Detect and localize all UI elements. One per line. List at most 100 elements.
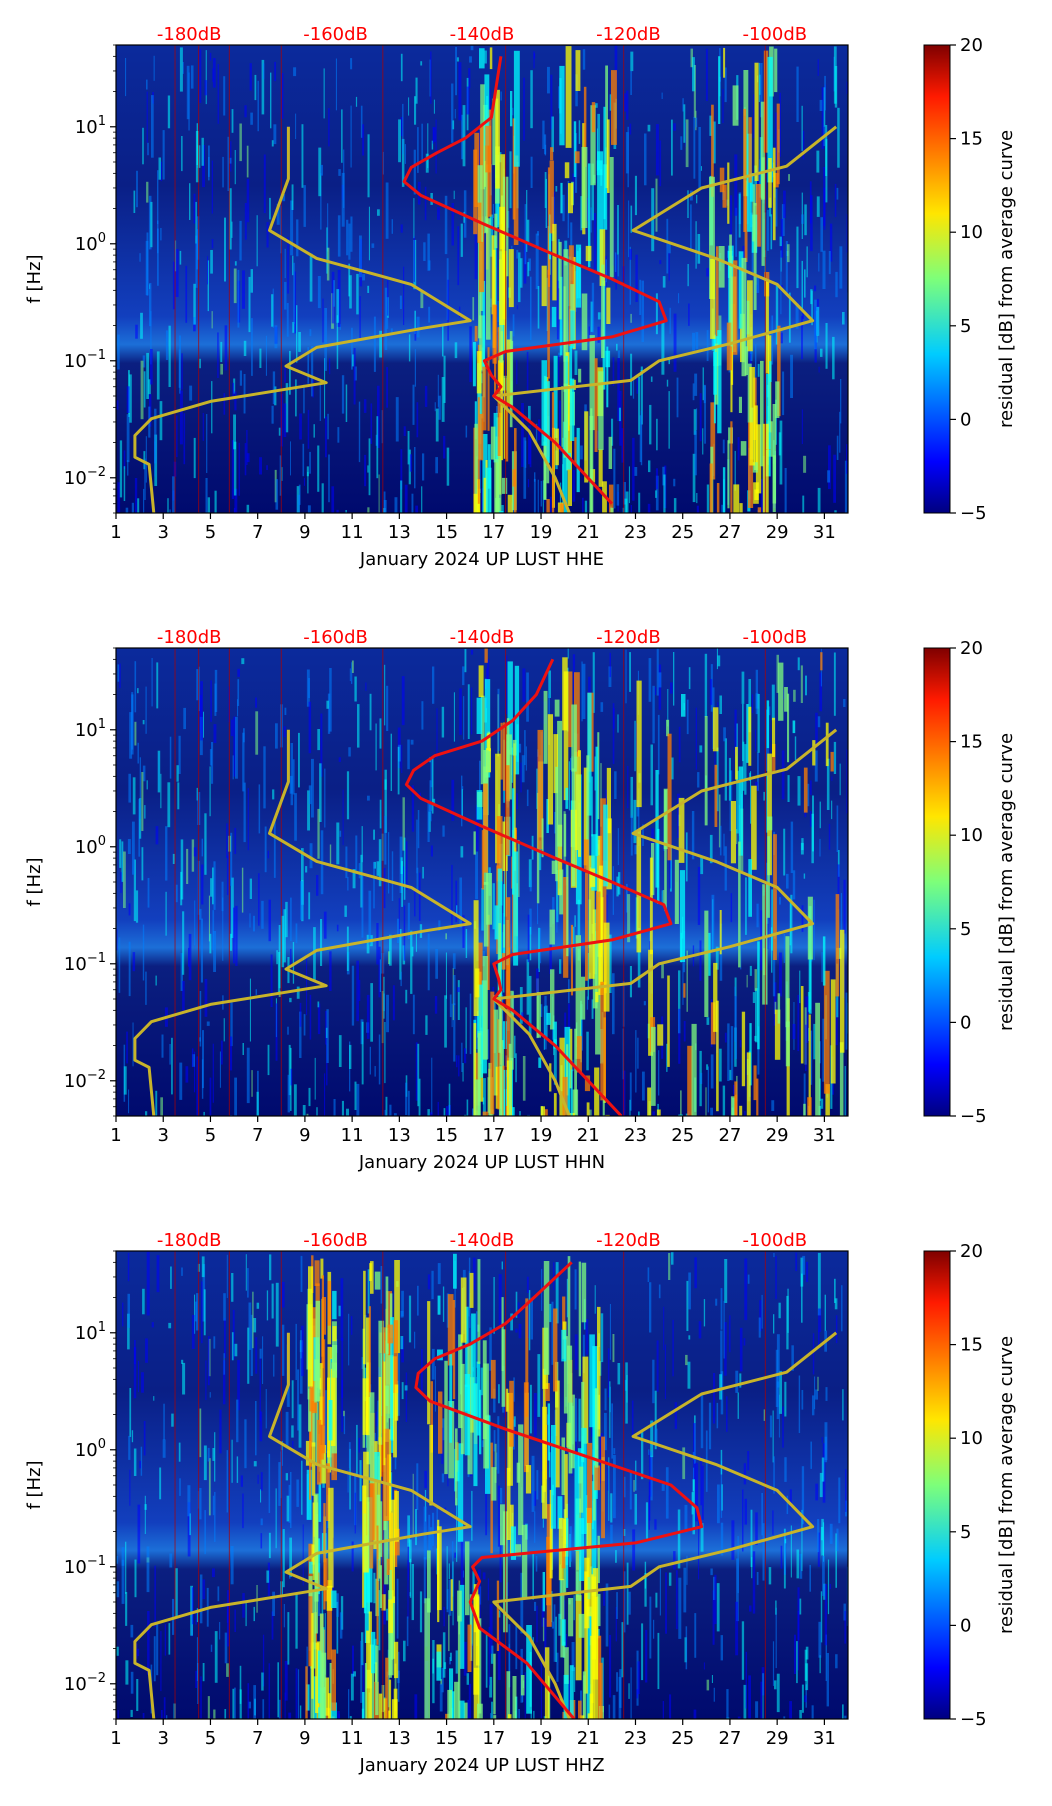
noise-model-low-curve (133, 1332, 472, 1719)
colorbar (923, 1250, 951, 1720)
y-axis-label: f [Hz] (24, 254, 45, 303)
x-tick-label: 27 (718, 1125, 741, 1146)
x-tick-label: 9 (299, 1125, 310, 1146)
colorbar-tick-label: 5 (960, 919, 971, 940)
y-tick-label: 101 (75, 114, 106, 138)
average-curve (404, 658, 673, 1116)
x-tick-label: 21 (577, 1125, 600, 1146)
colorbar-tick-label: 5 (960, 316, 971, 337)
disturbance-band (362, 1260, 400, 1719)
x-tick-label: 7 (252, 522, 263, 543)
x-tick-label: 3 (157, 1728, 168, 1749)
average-curve (402, 56, 668, 505)
colorbar-tick-label: 5 (960, 1522, 971, 1543)
db-scale-label: -180dB (157, 1230, 222, 1251)
colorbar-label: residual [dB] from average curve (996, 1336, 1017, 1634)
x-tick-label: 5 (205, 1125, 216, 1146)
colorbar-tick-label: 20 (960, 638, 983, 659)
colorbar-tick-label: 10 (960, 222, 983, 243)
x-tick-label: 27 (718, 522, 741, 543)
x-tick-label: 1 (110, 1125, 121, 1146)
y-tick-label: 10−1 (64, 951, 106, 975)
x-tick-label: 9 (299, 1728, 310, 1749)
x-tick-label: 11 (341, 522, 364, 543)
db-scale-label: -160dB (303, 1230, 368, 1251)
colorbar-tick-label: 15 (960, 732, 983, 753)
x-axis-label: January 2024 UP LUST HHZ (358, 1755, 604, 1776)
y-tick-label: 100 (75, 1437, 106, 1461)
disturbance-band (636, 652, 845, 1116)
x-tick-label: 3 (157, 522, 168, 543)
y-tick-label: 101 (75, 1320, 106, 1344)
x-axis-label: January 2024 UP LUST HHE (359, 549, 604, 570)
disturbance-band (541, 1256, 605, 1719)
colorbar (923, 647, 951, 1117)
x-tick-label: 25 (671, 522, 694, 543)
y-tick-label: 10−2 (64, 465, 106, 489)
noise-model-high-curve (492, 1331, 838, 1719)
colorbar-tick-label: 0 (960, 1615, 971, 1636)
x-tick-label: 7 (252, 1125, 263, 1146)
y-tick-label: 100 (75, 231, 106, 255)
x-tick-label: 3 (157, 1125, 168, 1146)
x-tick-label: 13 (388, 522, 411, 543)
x-tick-label: 25 (671, 1125, 694, 1146)
noise-model-high-curve (492, 125, 838, 513)
colorbar-tick-label: −5 (960, 1106, 987, 1127)
colorbar-tick-label: 15 (960, 1335, 983, 1356)
db-scale-label: -100dB (742, 24, 807, 45)
db-scale-label: -160dB (303, 24, 368, 45)
db-scale-label: -120dB (596, 1230, 661, 1251)
average-curve (414, 1261, 704, 1719)
colorbar-tick-label: 10 (960, 1428, 983, 1449)
noise-model-low-curve (133, 126, 472, 513)
colorbar-tick-label: −5 (960, 503, 987, 524)
y-tick-label: 10−2 (64, 1068, 106, 1092)
x-tick-label: 15 (435, 1125, 458, 1146)
disturbance-band (305, 1255, 338, 1719)
y-axis-label: f [Hz] (24, 857, 45, 906)
x-tick-label: 23 (624, 522, 647, 543)
x-tick-label: 11 (341, 1728, 364, 1749)
x-tick-label: 17 (482, 1728, 505, 1749)
x-tick-label: 17 (482, 1125, 505, 1146)
disturbance-band (536, 657, 612, 1116)
spectrogram-texture (116, 45, 848, 513)
disturbance-band (424, 1253, 532, 1719)
colorbar-tick-label: −5 (960, 1709, 987, 1730)
x-tick-label: 31 (813, 1125, 836, 1146)
colorbar-tick-label: 0 (960, 1012, 971, 1033)
x-tick-label: 19 (530, 1728, 553, 1749)
db-scale-label: -180dB (157, 627, 222, 648)
x-tick-label: 13 (388, 1728, 411, 1749)
colorbar-tick-label: 20 (960, 35, 983, 56)
x-tick-label: 11 (341, 1125, 364, 1146)
y-tick-label: 10−2 (64, 1671, 106, 1695)
x-tick-label: 21 (577, 522, 600, 543)
colorbar-tick-label: 20 (960, 1241, 983, 1262)
x-tick-label: 15 (435, 1728, 458, 1749)
db-scale-label: -120dB (596, 24, 661, 45)
x-tick-label: 1 (110, 522, 121, 543)
db-scale-label: -180dB (157, 24, 222, 45)
x-tick-label: 1 (110, 1728, 121, 1749)
db-scale-label: -100dB (742, 627, 807, 648)
x-tick-label: 27 (718, 1728, 741, 1749)
x-axis-label: January 2024 UP LUST HHN (358, 1152, 605, 1173)
db-scale-label: -100dB (742, 1230, 807, 1251)
colorbar-tick-label: 10 (960, 825, 983, 846)
colorbar-tick-label: 0 (960, 409, 971, 430)
x-tick-label: 13 (388, 1125, 411, 1146)
db-scale-label: -140dB (450, 1230, 515, 1251)
x-tick-label: 19 (530, 1125, 553, 1146)
y-tick-label: 100 (75, 834, 106, 858)
y-tick-label: 10−1 (64, 348, 106, 372)
colorbar (923, 44, 951, 514)
x-tick-label: 15 (435, 522, 458, 543)
x-tick-label: 23 (624, 1728, 647, 1749)
noise-model-high-curve (492, 728, 838, 1116)
